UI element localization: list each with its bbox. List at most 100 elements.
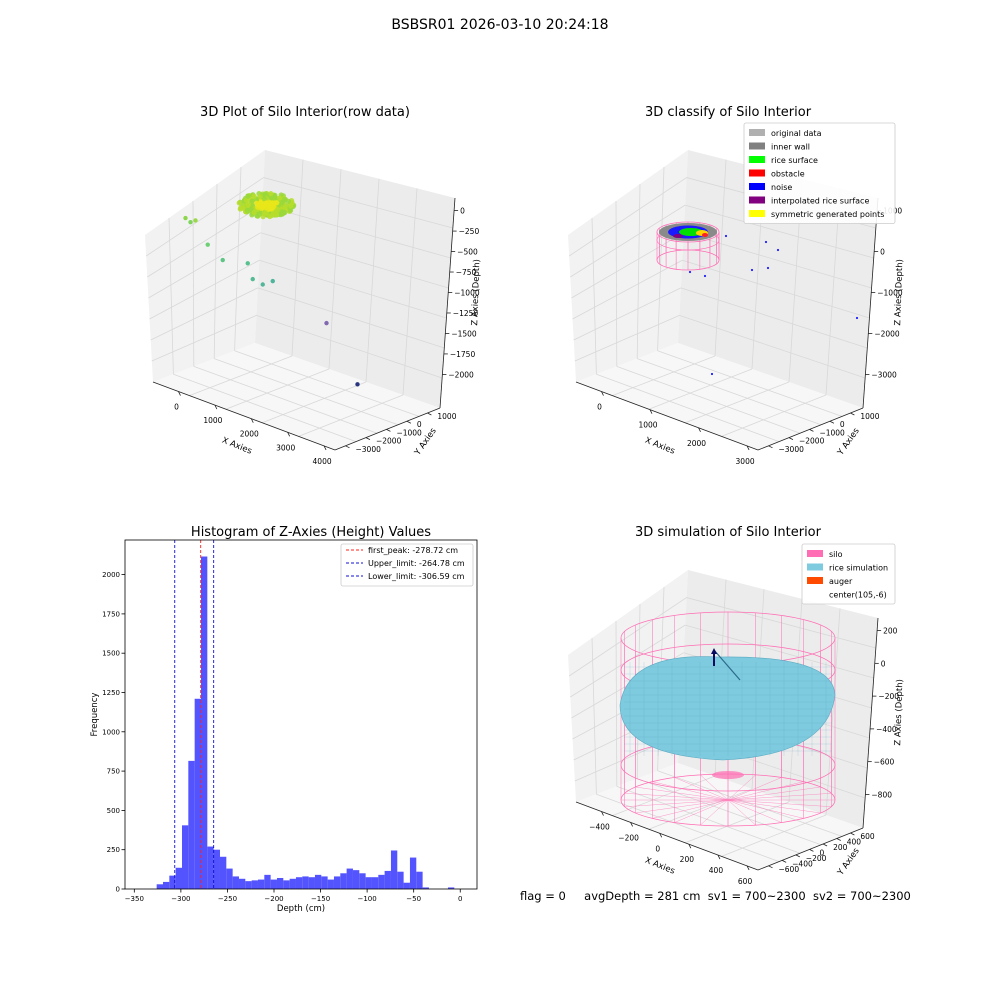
p3-hist-bar	[365, 877, 372, 889]
p4-x-tick-label: 0	[655, 844, 660, 853]
p2-noise-point	[764, 240, 768, 244]
p2-interpolated-surface	[673, 234, 683, 238]
p4-legend-swatch	[807, 577, 823, 584]
p1-cluster-point	[274, 206, 280, 213]
p4-floor-grid	[685, 801, 790, 844]
p1-left-grid	[148, 232, 261, 299]
p4-x-axis-line	[575, 801, 759, 871]
p2-y-tick	[768, 445, 773, 449]
p4-z-tick-label: −200	[878, 692, 899, 701]
p2-z-tick-label: −1000	[877, 289, 903, 298]
p3-x-tick-label: −100	[357, 895, 376, 903]
p1-data-point	[220, 257, 225, 263]
p4-floor-wire	[624, 793, 832, 807]
p3-hist-bar	[416, 871, 423, 889]
p1-z-axis-line	[439, 197, 456, 409]
p4-x-tick-label: 400	[709, 866, 724, 875]
p3-hist-bar	[359, 873, 366, 889]
p4-floor-grid	[721, 814, 827, 857]
p1-z-tick-label: −1500	[451, 329, 477, 338]
p1-y-tick	[365, 437, 371, 440]
p3-title: Histogram of Z-Axies (Height) Values	[191, 525, 431, 540]
p1-cluster-point	[236, 200, 242, 206]
p2-noise-point	[855, 316, 859, 320]
sv2-value: sv2 = 700~2300	[812, 889, 911, 903]
p4-y-tick-label: −400	[792, 859, 813, 868]
p1-left-grid	[150, 287, 259, 341]
p4-y-axis-line	[757, 827, 864, 871]
p3-hist-bar	[207, 846, 214, 889]
p4-x-label: X Axies	[643, 856, 676, 877]
figure-title: BSBSR01 2026-03-10 20:24:18	[391, 17, 609, 33]
p4-x-tick	[630, 822, 633, 827]
p4-x-tick	[746, 865, 750, 871]
p3-hist-bar	[447, 887, 455, 889]
p1-y-tick-label: −2000	[376, 437, 402, 446]
p3-legend-label: first_peak: -278.72 cm	[368, 546, 458, 555]
p1-cluster-point	[244, 207, 250, 214]
p3-hist-bar	[276, 877, 284, 889]
p2-back-grid	[714, 159, 727, 357]
classify-3d-plot: 010002000300010000−1000−2000−300010000−1…	[568, 105, 905, 466]
p1-data-point	[250, 276, 255, 282]
p4-back-grid	[685, 624, 874, 679]
p1-data-point	[183, 215, 188, 221]
p3-hist-bar	[340, 873, 347, 889]
p2-legend-label: inner wall	[771, 143, 810, 152]
p1-data-point	[205, 242, 210, 247]
p1-title: 3D Plot of Silo Interior(row data)	[200, 105, 410, 120]
p3-hist-bar	[422, 887, 429, 889]
p1-cluster-point	[268, 191, 274, 197]
p2-back-grid	[682, 259, 870, 319]
p1-cluster-point	[273, 212, 280, 218]
p4-y-tick-label: 0	[819, 848, 824, 857]
p4-left-grid	[568, 597, 687, 677]
depth-histogram: −350 −300 −250 −200 −150 −100 −50 0 0 250 500 750 10…	[90, 525, 478, 914]
p1-z-label: Z Axies (Depth)	[470, 259, 482, 326]
p4-auger-head	[711, 648, 717, 654]
p1-cluster-point	[251, 193, 257, 199]
p3-hist-bar	[226, 868, 233, 889]
p3-y-tick-label: 2000	[102, 571, 120, 579]
p4-x-tick-label: 600	[738, 877, 753, 886]
p2-left-pane	[568, 150, 688, 382]
p1-data-point	[324, 320, 329, 326]
p3-x-tick-label: −150	[311, 895, 330, 903]
p1-back-grid	[259, 259, 447, 319]
p1-cluster-point	[257, 193, 263, 200]
p4-x-tick	[659, 833, 663, 838]
p3-hist-bar	[232, 876, 239, 889]
p3-x-tick-label: −300	[171, 895, 190, 903]
p3-frame	[124, 539, 478, 890]
p4-x-tick	[688, 843, 692, 849]
p2-back-grid	[685, 204, 874, 259]
p1-cluster-point	[261, 196, 267, 202]
p1-data-point	[193, 218, 198, 223]
p2-noise-point	[724, 234, 728, 238]
p1-back-grid	[328, 169, 342, 370]
p4-floor-grid	[657, 770, 843, 837]
p3-legend-label: Lower_limit: -306.59 cm	[368, 572, 465, 581]
p2-x-tick-label: 1000	[638, 421, 657, 430]
p4-floor-grid	[637, 778, 822, 846]
p4-y-tick-label: −200	[806, 854, 827, 863]
p2-legend-swatch	[749, 156, 765, 163]
p1-x-axis-line	[152, 381, 336, 451]
p1-z-tick-label: −1250	[453, 309, 479, 318]
p1-cluster-point	[249, 198, 255, 204]
p3-y-tick-label: 1000	[102, 728, 120, 736]
p1-x-tick-label: 3000	[276, 443, 295, 452]
p1-floor-grid	[298, 394, 404, 437]
p1-cluster-point	[274, 200, 280, 206]
p1-x-tick-label: 1000	[203, 416, 222, 425]
p2-z-tick-label: −3000	[871, 370, 897, 379]
p4-legend-label: center(105,-6)	[829, 591, 887, 600]
p1-back-grid	[260, 232, 449, 289]
p3-hist-bar	[156, 884, 163, 889]
p4-z-tick-label: −800	[871, 790, 892, 799]
p1-cluster-point	[285, 198, 292, 204]
p1-floor-grid	[225, 368, 330, 410]
p3-x-label: Depth (cm)	[277, 904, 325, 914]
p2-floor-grid	[648, 368, 753, 410]
p1-cluster-point	[288, 203, 294, 209]
